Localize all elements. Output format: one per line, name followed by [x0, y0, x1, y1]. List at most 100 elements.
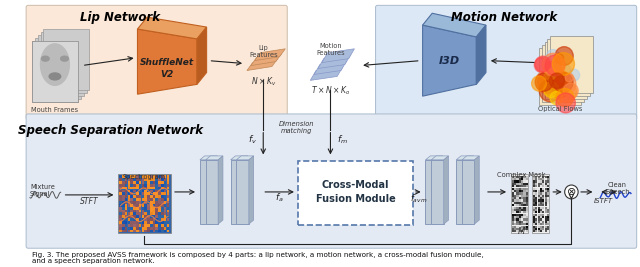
FancyBboxPatch shape: [139, 190, 141, 192]
FancyBboxPatch shape: [525, 195, 528, 197]
Circle shape: [557, 74, 570, 86]
Text: STFT: STFT: [80, 197, 99, 206]
Polygon shape: [438, 156, 443, 224]
FancyBboxPatch shape: [514, 199, 516, 202]
FancyBboxPatch shape: [547, 218, 549, 221]
FancyBboxPatch shape: [514, 228, 516, 230]
FancyBboxPatch shape: [540, 185, 542, 187]
FancyBboxPatch shape: [521, 185, 524, 187]
Text: Mouth Frames: Mouth Frames: [31, 107, 79, 113]
FancyBboxPatch shape: [131, 210, 133, 212]
FancyBboxPatch shape: [166, 210, 169, 212]
FancyBboxPatch shape: [519, 228, 521, 230]
FancyBboxPatch shape: [153, 190, 156, 192]
FancyBboxPatch shape: [127, 221, 131, 224]
FancyBboxPatch shape: [147, 213, 150, 215]
FancyBboxPatch shape: [164, 215, 166, 218]
FancyBboxPatch shape: [26, 114, 637, 248]
FancyBboxPatch shape: [547, 195, 549, 197]
FancyBboxPatch shape: [525, 197, 528, 199]
FancyBboxPatch shape: [141, 195, 144, 198]
FancyBboxPatch shape: [156, 187, 158, 190]
FancyBboxPatch shape: [516, 211, 518, 213]
FancyBboxPatch shape: [164, 213, 166, 215]
Polygon shape: [444, 156, 449, 224]
FancyBboxPatch shape: [164, 198, 166, 201]
FancyBboxPatch shape: [519, 221, 521, 223]
Polygon shape: [251, 54, 282, 66]
FancyBboxPatch shape: [158, 178, 161, 181]
FancyBboxPatch shape: [133, 221, 136, 224]
Polygon shape: [212, 156, 217, 224]
FancyBboxPatch shape: [125, 227, 127, 230]
FancyBboxPatch shape: [166, 230, 169, 232]
FancyBboxPatch shape: [538, 214, 540, 216]
FancyBboxPatch shape: [456, 160, 468, 224]
Text: $f_a$: $f_a$: [275, 192, 284, 204]
FancyBboxPatch shape: [516, 228, 518, 230]
FancyBboxPatch shape: [147, 195, 150, 198]
FancyBboxPatch shape: [533, 204, 535, 206]
FancyBboxPatch shape: [511, 174, 528, 233]
FancyBboxPatch shape: [150, 204, 152, 207]
FancyBboxPatch shape: [516, 216, 518, 218]
FancyBboxPatch shape: [131, 224, 133, 227]
FancyBboxPatch shape: [533, 207, 535, 209]
FancyBboxPatch shape: [161, 195, 164, 198]
FancyBboxPatch shape: [164, 184, 166, 187]
FancyBboxPatch shape: [545, 192, 547, 194]
FancyBboxPatch shape: [540, 197, 542, 199]
FancyBboxPatch shape: [516, 195, 518, 197]
Circle shape: [565, 73, 573, 82]
FancyBboxPatch shape: [147, 190, 150, 192]
FancyBboxPatch shape: [547, 188, 549, 190]
FancyBboxPatch shape: [166, 178, 169, 181]
FancyBboxPatch shape: [516, 209, 518, 211]
FancyBboxPatch shape: [542, 226, 545, 228]
FancyBboxPatch shape: [524, 176, 525, 178]
FancyBboxPatch shape: [153, 224, 156, 227]
Text: M: M: [518, 227, 525, 236]
FancyBboxPatch shape: [131, 190, 133, 192]
FancyBboxPatch shape: [150, 193, 152, 195]
FancyBboxPatch shape: [516, 180, 518, 183]
Text: $f_{avm}$: $f_{avm}$: [410, 193, 428, 205]
FancyBboxPatch shape: [533, 178, 535, 180]
FancyBboxPatch shape: [119, 215, 122, 218]
FancyBboxPatch shape: [139, 193, 141, 195]
FancyBboxPatch shape: [119, 204, 122, 207]
FancyBboxPatch shape: [147, 181, 150, 184]
FancyBboxPatch shape: [514, 188, 516, 190]
FancyBboxPatch shape: [540, 190, 542, 192]
FancyBboxPatch shape: [538, 195, 540, 197]
FancyBboxPatch shape: [150, 224, 152, 227]
FancyBboxPatch shape: [150, 184, 152, 187]
FancyBboxPatch shape: [166, 221, 169, 224]
FancyBboxPatch shape: [524, 180, 525, 183]
FancyBboxPatch shape: [139, 218, 141, 221]
FancyBboxPatch shape: [539, 48, 581, 105]
FancyBboxPatch shape: [519, 190, 521, 192]
FancyBboxPatch shape: [156, 184, 158, 187]
Polygon shape: [422, 25, 476, 96]
Circle shape: [540, 56, 554, 71]
FancyBboxPatch shape: [535, 185, 538, 187]
FancyBboxPatch shape: [153, 210, 156, 212]
FancyBboxPatch shape: [127, 207, 131, 210]
FancyBboxPatch shape: [136, 201, 139, 204]
FancyBboxPatch shape: [127, 201, 131, 204]
FancyBboxPatch shape: [150, 198, 152, 201]
FancyBboxPatch shape: [153, 195, 156, 198]
FancyBboxPatch shape: [519, 223, 521, 225]
FancyBboxPatch shape: [139, 184, 141, 187]
FancyBboxPatch shape: [139, 178, 141, 181]
FancyBboxPatch shape: [122, 207, 125, 210]
FancyBboxPatch shape: [542, 228, 545, 230]
Polygon shape: [138, 17, 207, 39]
FancyBboxPatch shape: [519, 226, 521, 228]
FancyBboxPatch shape: [147, 201, 150, 204]
FancyBboxPatch shape: [122, 195, 125, 198]
FancyBboxPatch shape: [547, 185, 549, 187]
FancyBboxPatch shape: [521, 199, 524, 202]
FancyBboxPatch shape: [521, 228, 524, 230]
